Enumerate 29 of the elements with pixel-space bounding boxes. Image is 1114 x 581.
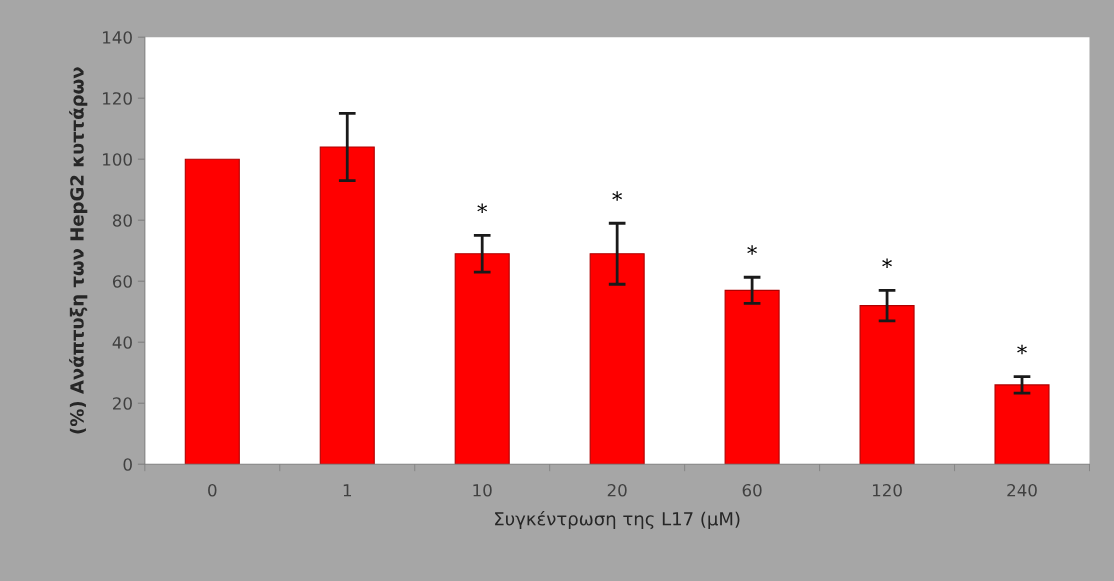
y-tick-label: 80 <box>112 214 132 227</box>
x-tick-label: 120 <box>872 483 902 497</box>
y-axis-title: (%) Ανάπτυξη των HepG2 κυττάρων <box>69 67 88 434</box>
x-axis-title: Συγκέντρωση της L17 (μM) <box>495 510 740 530</box>
x-tick-label: 0 <box>208 483 217 497</box>
annotation: * <box>1017 344 1027 355</box>
x-tick-label: 60 <box>742 483 762 497</box>
bar <box>454 253 510 465</box>
y-tick-label: 60 <box>112 275 132 288</box>
bar <box>994 384 1050 465</box>
annotation: * <box>747 245 757 255</box>
y-tick-label: 140 <box>103 31 132 44</box>
annotation: * <box>882 258 892 268</box>
y-tick-label: 20 <box>113 397 132 410</box>
y-tick-label: 0 <box>123 458 132 471</box>
x-tick-label: 1 <box>343 484 352 497</box>
y-tick-label: 100 <box>103 153 132 166</box>
x-tick-label: 10 <box>473 483 492 497</box>
bar <box>589 253 645 465</box>
y-tick-label: 120 <box>103 92 132 105</box>
bar <box>859 305 915 465</box>
bar <box>319 146 375 465</box>
annotation: * <box>612 191 623 201</box>
x-tick-label: 240 <box>1007 483 1037 497</box>
bar <box>184 158 240 465</box>
bar <box>724 289 780 465</box>
x-tick-label: 20 <box>607 483 627 497</box>
y-tick-label: 40 <box>112 336 132 349</box>
annotation: * <box>477 203 488 213</box>
